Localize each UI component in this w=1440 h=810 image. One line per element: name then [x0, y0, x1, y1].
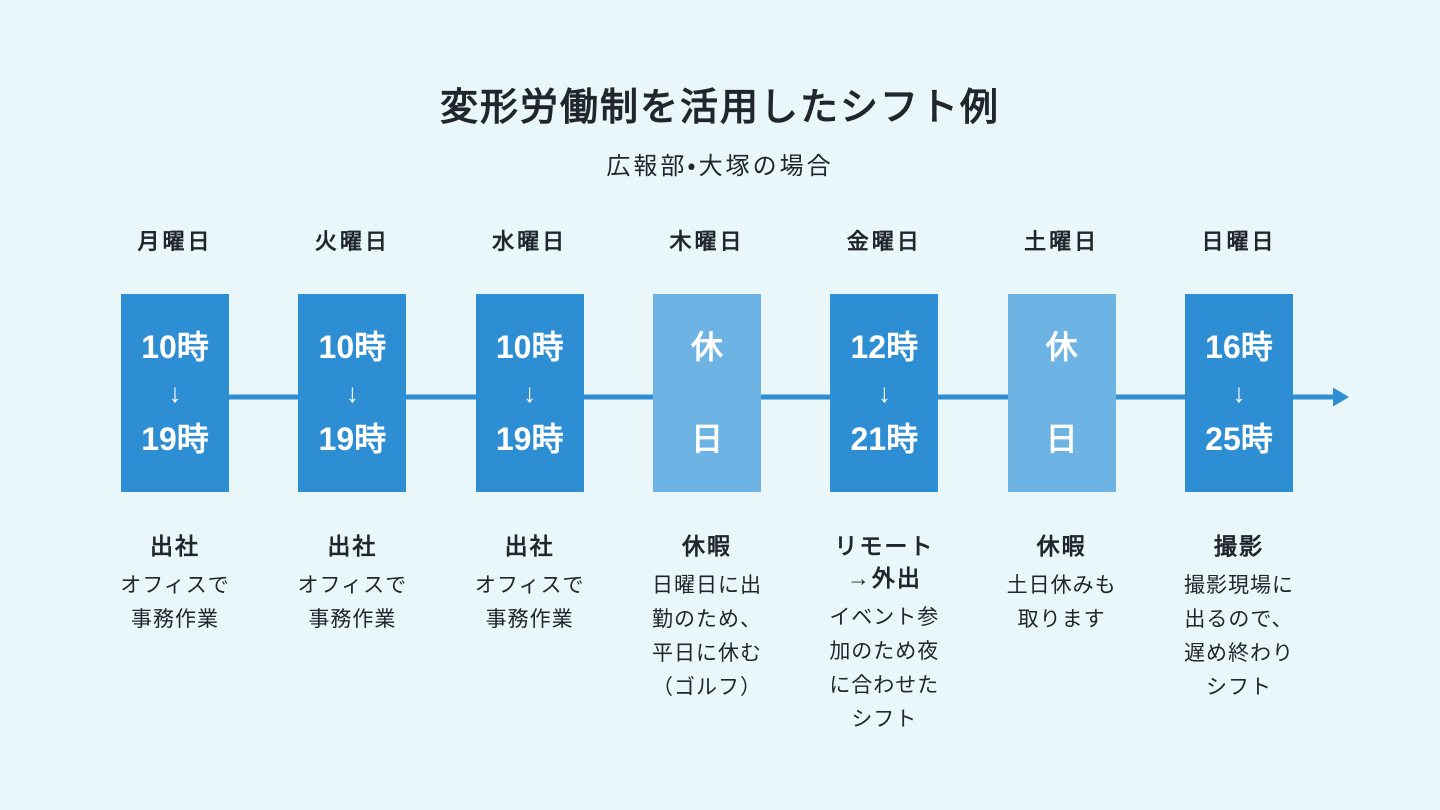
day-label: 金曜日: [846, 229, 922, 254]
shift-description: イベント参 加のため夜 に合わせた シフト: [829, 606, 940, 731]
shift-time-start: 12時: [850, 329, 919, 365]
days-row: 月曜日 10時 ↓ 19時 出社 オフィスで 事務作業 火曜日 10時 ↓ 19…: [94, 228, 1320, 737]
shift-description: オフィスで 事務作業: [474, 574, 585, 631]
shift-time-end: 日: [690, 421, 723, 457]
day-column: 木曜日 休 日 休暇 日曜日に出 勤のため、 平日に休む （ゴルフ）: [626, 228, 788, 737]
shift-time-start: 10時: [318, 329, 387, 365]
shift-time-end: 19時: [318, 421, 387, 457]
down-arrow-icon: ↓: [168, 378, 182, 408]
shift-type-label: 出社: [327, 533, 378, 559]
down-arrow-icon: ↓: [1232, 378, 1246, 408]
shift-description: オフィスで 事務作業: [120, 574, 230, 631]
shift-type-label: 撮影: [1213, 533, 1264, 559]
day-label: 木曜日: [669, 229, 745, 254]
shift-box: 休 日: [1007, 294, 1116, 492]
shift-box: 16時 ↓ 25時: [1184, 294, 1293, 492]
day-column: 土曜日 休 日 休暇 土日休みも 取ります: [981, 228, 1143, 737]
shift-time-start: 休: [1045, 329, 1078, 365]
day-column: 金曜日 12時 ↓ 21時 リモート →外出 イベント参 加のため夜 に合わせた…: [803, 228, 965, 737]
shift-time-end: 21時: [850, 421, 919, 457]
slide-subtitle: 広報部・大塚の場合: [606, 153, 834, 180]
shift-type-label: 出社: [150, 533, 200, 559]
shift-box: 10時 ↓ 19時: [475, 294, 584, 492]
shift-description: 土日休みも 取ります: [1006, 574, 1117, 631]
day-column: 月曜日 10時 ↓ 19時 出社 オフィスで 事務作業: [94, 228, 256, 737]
shift-box: 12時 ↓ 21時: [830, 294, 939, 492]
shift-type-label: リモート →外出: [834, 533, 935, 591]
shift-description: オフィスで 事務作業: [297, 574, 408, 631]
shift-box: 10時 ↓ 19時: [121, 294, 229, 492]
shift-type-label: 休暇: [681, 533, 732, 559]
shift-type-label: 休暇: [1036, 533, 1087, 559]
day-label: 水曜日: [492, 229, 568, 254]
shift-box: 休 日: [652, 294, 761, 492]
day-label: 火曜日: [314, 229, 390, 254]
down-arrow-icon: ↓: [345, 378, 359, 408]
day-column: 水曜日 10時 ↓ 19時 出社 オフィスで 事務作業: [449, 228, 611, 737]
shift-time-end: 19時: [495, 421, 564, 457]
slide-title: 変形労働制を活用したシフト例: [439, 87, 1000, 129]
shift-time-start: 10時: [495, 329, 564, 365]
shift-time-end: 19時: [141, 421, 209, 457]
shift-time-start: 休: [690, 329, 723, 365]
day-label: 月曜日: [137, 229, 213, 254]
day-column: 日曜日 16時 ↓ 25時 撮影 撮影現場に 出るので、 遅め終わり シフト: [1158, 228, 1320, 737]
down-arrow-icon: ↓: [877, 378, 891, 408]
day-column: 火曜日 10時 ↓ 19時 出社 オフィスで 事務作業: [271, 228, 433, 737]
day-label: 土曜日: [1024, 229, 1100, 254]
day-label: 日曜日: [1201, 229, 1277, 254]
shift-description: 日曜日に出 勤のため、 平日に休む （ゴルフ）: [651, 574, 762, 699]
shift-time-start: 10時: [141, 329, 209, 365]
down-arrow-icon: ↓: [523, 378, 537, 408]
shift-time-end: 日: [1045, 421, 1078, 457]
shift-time-start: 16時: [1205, 329, 1273, 365]
shift-time-end: 25時: [1205, 421, 1273, 457]
shift-description: 撮影現場に 出るので、 遅め終わり シフト: [1183, 574, 1294, 699]
shift-box: 10時 ↓ 19時: [298, 294, 407, 492]
shift-type-label: 出社: [504, 533, 555, 559]
